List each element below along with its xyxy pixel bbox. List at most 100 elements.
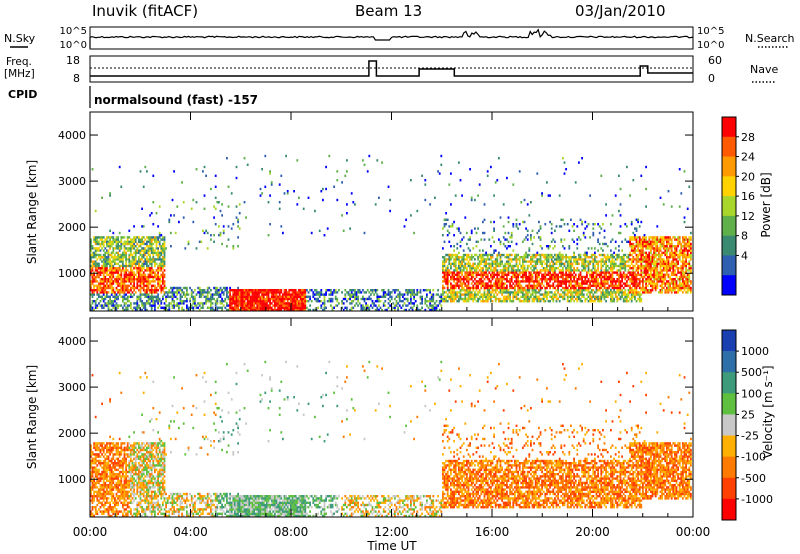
echo-cell (526, 253, 529, 257)
echo-cell (635, 280, 638, 283)
echo-cell (160, 249, 163, 252)
echo-cell (629, 273, 631, 276)
echo-cell (584, 282, 587, 285)
echo-cell (512, 264, 515, 268)
echo-cell (557, 273, 559, 276)
echo-cell (638, 245, 641, 248)
echo-cell (499, 297, 502, 301)
echo-cell (122, 284, 124, 287)
echo-cell (91, 168, 94, 171)
echo-cell (136, 236, 139, 239)
echo-cell (150, 269, 153, 272)
echo-cell (93, 271, 95, 274)
echo-cell (598, 282, 601, 285)
echo-cell (470, 273, 473, 276)
echo-cell (362, 295, 364, 298)
echo-cell (475, 271, 478, 274)
echo-cell (142, 262, 145, 265)
echo-cell (109, 284, 111, 287)
echo-cell (453, 234, 455, 237)
echo-cell (179, 297, 182, 301)
echo-cell (485, 267, 487, 270)
echo-cell (266, 295, 268, 298)
echo-cell (131, 245, 134, 248)
echo-cell (597, 295, 599, 298)
echo-cell (496, 280, 499, 283)
echo-cell (541, 192, 543, 195)
echo-cell (146, 170, 148, 173)
echo-cell (547, 260, 550, 263)
echo-cell (107, 253, 110, 257)
echo-cell (648, 282, 651, 285)
echo-cell (126, 284, 129, 287)
echo-cell (341, 214, 343, 217)
echo-cell (109, 194, 111, 197)
echo-cell (622, 271, 625, 274)
echo-cell (520, 300, 523, 303)
echo-cell (565, 289, 567, 292)
echo-cell (640, 242, 643, 246)
echo-cell (510, 278, 513, 281)
echo-cell (152, 201, 155, 204)
echo-cell (173, 170, 175, 173)
echo-cell (443, 291, 446, 294)
echo-cell (122, 289, 124, 292)
echo-cell (590, 275, 593, 279)
echo-cell (522, 271, 524, 274)
echo-cell (163, 282, 166, 285)
echo-cell (312, 295, 315, 298)
echo-cell (128, 249, 131, 252)
echo-cell (411, 302, 414, 305)
echo-cell (635, 286, 638, 290)
echo-cell (555, 256, 558, 259)
echo-cell (634, 227, 636, 230)
echo-cell (278, 304, 281, 307)
echo-cell (453, 286, 455, 290)
echo-cell (483, 293, 486, 296)
echo-cell (650, 280, 652, 283)
echo-cell (152, 269, 155, 272)
echo-cell (581, 289, 583, 292)
echo-cell (323, 302, 326, 305)
echo-cell (603, 293, 606, 296)
echo-cell (550, 240, 553, 243)
echo-cell (578, 273, 580, 276)
echo-cell (453, 264, 455, 268)
echo-cell (474, 262, 476, 265)
echo-cell (526, 234, 529, 237)
echo-cell (134, 245, 137, 248)
echo-cell (496, 297, 499, 301)
echo-cell (576, 280, 579, 283)
echo-cell (619, 271, 622, 274)
echo-cell (264, 297, 267, 301)
echo-cell (392, 289, 395, 292)
echo-cell (296, 295, 299, 298)
echo-cell (114, 300, 116, 303)
echo-cell (539, 258, 542, 261)
echo-cell (616, 300, 619, 303)
echo-cell (470, 256, 473, 259)
echo-cell (117, 271, 119, 274)
echo-cell (622, 253, 625, 257)
echo-cell (608, 275, 611, 279)
echo-cell (578, 269, 580, 272)
echo-cell (634, 286, 636, 290)
echo-cell (110, 240, 113, 243)
echo-cell (638, 297, 641, 301)
echo-cell (467, 280, 470, 283)
echo-cell (462, 278, 465, 281)
echo-cell (573, 223, 575, 226)
echo-cell (603, 236, 606, 239)
echo-cell (464, 271, 467, 274)
echo-cell (566, 275, 569, 279)
echo-cell (126, 308, 129, 312)
echo-cell (485, 269, 487, 272)
echo-cell (619, 187, 622, 191)
echo-cell (342, 308, 345, 312)
echo-cell (459, 284, 462, 287)
echo-cell (485, 282, 487, 285)
echo-cell (258, 308, 260, 312)
echo-cell (318, 293, 321, 296)
echo-cell (635, 258, 638, 261)
echo-cell (205, 300, 207, 303)
